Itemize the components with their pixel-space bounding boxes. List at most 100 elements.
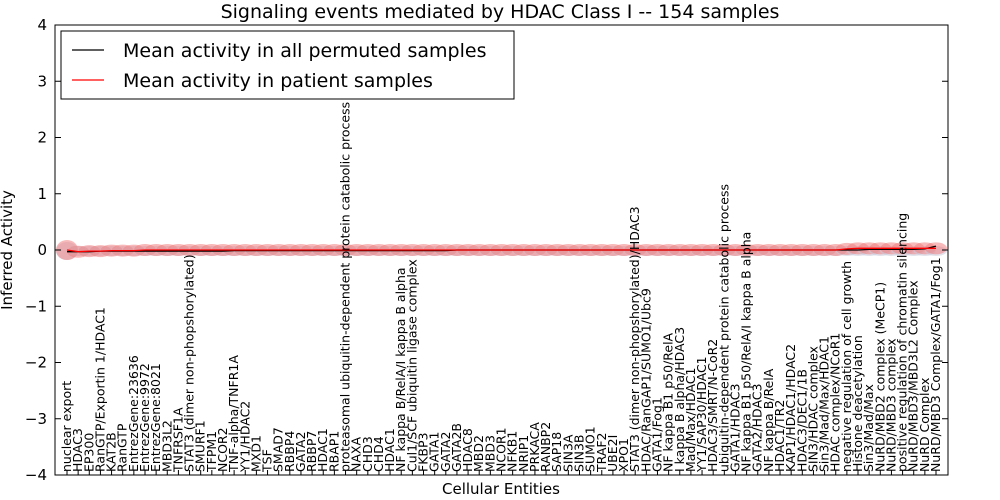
x-tick-label: NCOR1: [494, 427, 509, 472]
x-tick-label: positive regulation of chromatin silenci…: [895, 213, 910, 472]
x-axis-label: Cellular Entities: [442, 480, 560, 498]
x-tick-label: SMURF1: [193, 420, 208, 472]
y-tick-label: −4: [25, 466, 47, 484]
legend-box: [60, 30, 515, 100]
x-tick-label: NAXA: [349, 437, 364, 472]
y-tick-label: 2: [37, 129, 47, 147]
x-tick-label: MBD3: [482, 435, 497, 472]
x-tick-label: YY1/SAP30/HDAC1: [694, 356, 709, 473]
x-tick-label: Mad/Max/HDAC1: [683, 368, 698, 472]
legend-label-patient: Mean activity in patient samples: [123, 70, 433, 92]
x-tick-label: RanGTP/Exportin 1/HDAC1: [92, 307, 107, 472]
x-tick-label: STAT3 (dimer non-phopshorylated): [182, 254, 197, 472]
x-tick-label: EP300: [81, 433, 96, 472]
x-tick-label: Sin3/Mad/Max/HDAC1: [817, 336, 832, 472]
x-tick-label: negative regulation of cell growth: [839, 261, 854, 472]
x-tick-label: FKBP3: [416, 433, 431, 472]
x-tick-label: NCOR2: [215, 427, 230, 472]
x-tick-label: HDAC8: [460, 428, 475, 472]
x-tick-label: SIN3A: [560, 434, 575, 472]
x-tick-label: HDAC1: [382, 428, 397, 472]
x-tick-label: EntrezGene:8021: [148, 363, 163, 472]
y-tick-label: −2: [25, 354, 47, 372]
x-tick-label: RBBP7: [304, 431, 319, 472]
x-tick-label: XPO1: [616, 438, 631, 472]
y-tick-label: 4: [37, 16, 47, 34]
y-tick-label: 3: [37, 72, 47, 90]
x-tick-label: NF kappa B/RelA/I kappa B alpha: [393, 267, 408, 472]
x-tick-label: RANBP2: [538, 422, 553, 472]
x-tick-label: GATA1: [427, 432, 442, 472]
x-tick-label: NFKB1: [505, 431, 520, 472]
x-tick-label: PRKACA: [527, 422, 542, 472]
x-tick-label: Sin3/Mad/Max: [861, 384, 876, 472]
x-tick-label: NuRD/MBD2 complex (MeCP1): [872, 282, 887, 472]
y-axis-label: Inferred Activity: [0, 190, 16, 310]
x-tick-label: NF kappa B1 p50/RelA/I kappa B alpha: [739, 232, 754, 472]
y-tick-label: −1: [25, 297, 47, 315]
x-tick-label: I kappa B alpha/HDAC3: [672, 327, 687, 472]
x-tick-label: TNF-alpha/TNFR1A: [226, 355, 241, 473]
series-line-patient: [66, 247, 936, 253]
x-tick-label: SAP18: [549, 432, 564, 472]
x-tick-label: SMAD7: [271, 427, 286, 472]
x-tick-label: HDAC/RanGAP1/SUMO1/Ubc9: [638, 288, 653, 472]
x-tick-label: KAT2B: [104, 432, 119, 472]
x-tick-label: EntrezGene:9972: [137, 363, 152, 472]
x-tick-label: MBD3L2: [159, 420, 174, 472]
series-lines: [66, 245, 937, 253]
x-tick-label: GATA2: [438, 432, 453, 472]
x-tick-label: NF kappa B/RelA: [761, 368, 776, 472]
x-tick-label: HDAC3/DEC1/1B: [794, 369, 809, 472]
x-tick-label: TNFRSF1A: [170, 407, 185, 473]
x-tick-label: GATA2/HDAC3: [750, 384, 765, 472]
x-tick-label: GATA2B: [449, 423, 464, 472]
y-tick-label: −3: [25, 410, 47, 428]
x-tick-label: CHD4: [371, 436, 386, 472]
x-tick-label: NuRD/MBD3 Complex/GATA1/Fog1: [928, 257, 943, 472]
y-tick-label: 0: [37, 241, 47, 259]
x-tick-label: GATA1/Fog1: [650, 397, 665, 472]
x-tick-label: UBE2I: [605, 435, 620, 472]
legend: Mean activity in all permuted samples Me…: [60, 30, 515, 100]
y-axis-ticks: 4 3 2 1 0 −1 −2 −3 −4: [25, 16, 948, 484]
x-tick-label: YY1/HDAC2: [237, 401, 252, 473]
x-tick-label: NRIP1: [516, 435, 531, 472]
x-tick-label: TRAF2: [594, 432, 609, 473]
x-tick-label: MBD2: [471, 435, 486, 472]
x-tick-label: SIN3/HDAC complex: [805, 346, 820, 472]
x-tick-label: KAP1/HDAC1/HDAC2: [783, 344, 798, 472]
x-tick-label: SUMO1: [583, 426, 598, 472]
x-tick-label: ubiquitin-dependent protein catabolic pr…: [716, 184, 731, 472]
chart-title: Signaling events mediated by HDAC Class …: [221, 1, 780, 23]
x-tick-label: NuRD/MBD3/MBD3L2 Complex: [906, 280, 921, 472]
x-tick-labels: nuclear exportHDAC3EP300RanGTP/Exportin …: [59, 102, 943, 475]
x-tick-label: HDAC1/TR2: [772, 400, 787, 472]
x-tick-label: GATA1/HDAC3: [728, 384, 743, 472]
x-tick-label: TFPM1: [204, 431, 219, 473]
x-tick-label: CHD3: [360, 436, 375, 472]
y-tick-label: 1: [37, 185, 47, 203]
x-tick-label: HDAC3/SMRT/N-CoR2: [705, 339, 720, 472]
x-tick-label: SIN3B: [572, 435, 587, 473]
x-tick-label: Histone deacetylation: [850, 335, 865, 472]
x-tick-label: proteasomal ubiquitin-dependent protein …: [338, 102, 353, 472]
x-tick-label: RBAP1: [326, 431, 341, 472]
x-tick-label: Cul1/SCF ubiquitin ligase complex: [404, 259, 419, 472]
x-tick-label: NF kappa B1 p50/RelA: [661, 332, 676, 472]
x-tick-label: RBBP4: [282, 431, 297, 472]
x-tick-label: GATA2: [293, 432, 308, 472]
x-tick-label: MXD1: [248, 435, 263, 472]
x-tick-label: EntrezGene:23636: [126, 355, 141, 472]
x-tick-label: HDAC complex/NCoR1: [828, 333, 843, 472]
x-tick-label: HDAC3: [70, 428, 85, 472]
legend-label-permuted: Mean activity in all permuted samples: [123, 40, 486, 62]
x-tick-label: NuRD Complex: [917, 378, 932, 472]
x-tick-label: NuRD/MBD3 complex: [883, 338, 898, 472]
x-tick-label: TSF: [260, 449, 275, 473]
x-tick-label: nuclear export: [59, 381, 74, 472]
x-tick-label: STAT3 (dimer non-phopshorylated)/HDAC3: [627, 206, 642, 472]
x-tick-label: RanGTP: [115, 423, 130, 472]
x-tick-label: HDAC1: [315, 428, 330, 472]
